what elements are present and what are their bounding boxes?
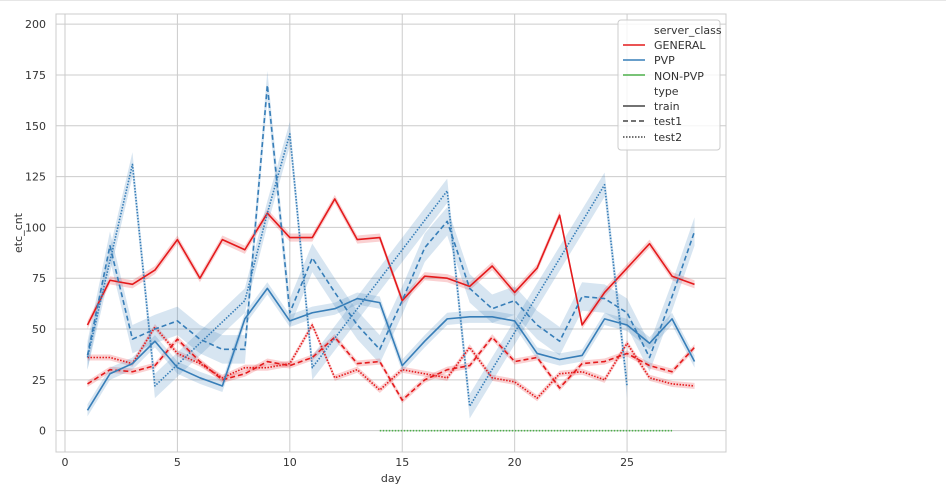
x-axis-label: day xyxy=(381,472,402,485)
legend-label-test1: test1 xyxy=(654,115,682,128)
y-axis-label: etc_cnt xyxy=(12,212,25,253)
legend: server_class GENERAL PVP NON-PVP type tr… xyxy=(617,19,722,151)
x-tick-label: 15 xyxy=(395,456,409,469)
legend-label-non-pvp: NON-PVP xyxy=(654,70,704,83)
y-tick-label: 50 xyxy=(32,323,46,336)
band-general-test1 xyxy=(87,334,695,404)
series-pvp-test2 xyxy=(86,133,628,408)
y-tick-label: 175 xyxy=(25,69,46,82)
x-tick-label: 25 xyxy=(620,456,634,469)
legend-label-train: train xyxy=(654,100,680,113)
y-tick-label: 125 xyxy=(25,171,46,184)
series-general-test1 xyxy=(87,336,696,401)
plot-area xyxy=(55,13,727,453)
legend-hue-title: server_class xyxy=(654,24,722,37)
x-tick-label: 5 xyxy=(174,456,181,469)
series-general-test2 xyxy=(87,324,695,399)
y-tick-label: 200 xyxy=(25,18,46,31)
x-tick-label: 10 xyxy=(283,456,297,469)
y-tick-label: 25 xyxy=(32,374,46,387)
series-lines xyxy=(86,84,696,432)
y-tick-label: 0 xyxy=(39,425,46,438)
series-pvp-test1 xyxy=(86,84,696,359)
legend-label-general: GENERAL xyxy=(654,39,706,52)
top-border xyxy=(0,0,946,1)
legend-label-test2: test2 xyxy=(654,131,682,144)
band-pvp-test1 xyxy=(87,70,695,372)
tick-labels: 0 5 10 15 20 25 0 25 50 75 100 125 150 175 200 xyxy=(25,18,634,469)
legend-box xyxy=(617,19,721,151)
x-tick-label: 0 xyxy=(61,456,68,469)
y-tick-label: 150 xyxy=(25,120,46,133)
series-general-train xyxy=(86,198,695,326)
legend-style-title: type xyxy=(654,85,679,98)
series-pvp-train xyxy=(86,287,696,411)
y-tick-label: 75 xyxy=(32,272,46,285)
legend-label-pvp: PVP xyxy=(654,54,675,67)
grid-lines xyxy=(56,14,726,452)
y-tick-label: 100 xyxy=(25,221,46,234)
x-tick-label: 20 xyxy=(508,456,522,469)
